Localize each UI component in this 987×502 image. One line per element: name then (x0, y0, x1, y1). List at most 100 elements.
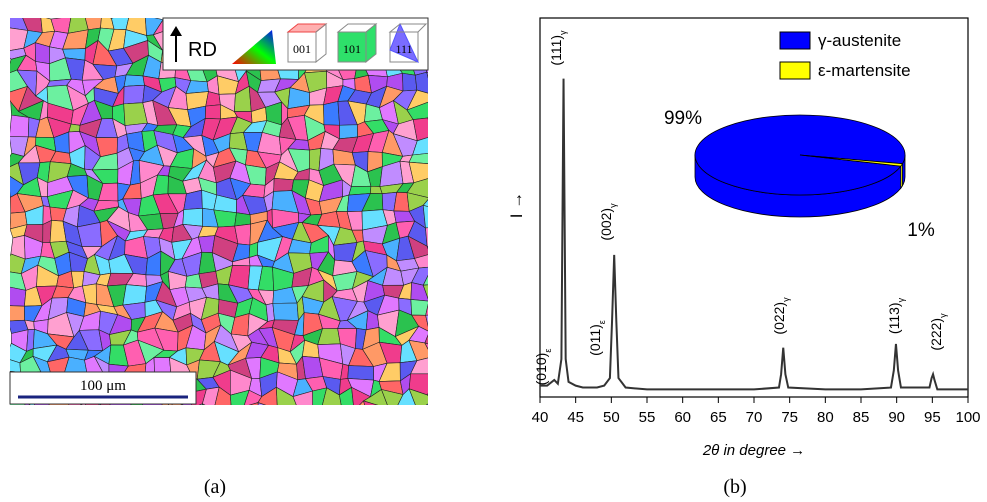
grain (425, 227, 428, 247)
scale-box (9, 371, 197, 405)
grain (277, 406, 298, 425)
peak-label: (022)γ (771, 297, 791, 335)
grain (339, 124, 358, 140)
cube-face (388, 23, 428, 33)
grain (363, 425, 389, 434)
grain (429, 177, 442, 201)
peak-label: (113)γ (886, 297, 906, 334)
scale-label: 100 μm (80, 378, 126, 394)
peak-index: (111) (548, 35, 564, 66)
grain (445, 245, 463, 259)
grain (411, 314, 428, 332)
grain (422, 274, 428, 286)
grain (272, 302, 299, 321)
peak-index: (022) (771, 302, 787, 335)
cube-101: 101 (336, 22, 378, 64)
xrd-chart: 40 45 50 55 60 65 70 75 80 85 90 95 100 2θ in degree … (507, 17, 981, 459)
grain (79, 402, 88, 405)
grain (257, 386, 278, 405)
grain (123, 74, 145, 87)
grain (441, 359, 462, 382)
grain (24, 401, 31, 405)
x-tick-label: 85 (853, 409, 870, 426)
grain (406, 178, 428, 198)
grain (380, 389, 404, 405)
grain (112, 416, 134, 435)
grain (323, 101, 340, 126)
peak-phase: γ (938, 313, 948, 318)
peak-index: (010) (533, 353, 549, 386)
peak-index: (113) (886, 302, 902, 334)
grain (408, 339, 428, 362)
grain (70, 270, 85, 289)
peak-label: (222)γ (928, 313, 948, 351)
grain (397, 388, 416, 405)
cube-001: 001 (286, 22, 328, 64)
peak-phase: γ (781, 297, 791, 302)
peak-phase: γ (558, 30, 568, 35)
grain (248, 402, 259, 405)
peak-phase: γ (896, 297, 906, 302)
grain (10, 401, 26, 405)
peak-label: (002)γ (598, 203, 618, 241)
grain (182, 207, 203, 227)
grain (445, 104, 456, 124)
x-tick-label: 75 (781, 409, 798, 426)
grain (440, 132, 461, 152)
grain (183, 418, 206, 438)
grain (410, 357, 428, 375)
grain (332, 420, 357, 438)
grain (297, 406, 313, 425)
grain (94, 416, 112, 435)
grain (234, 212, 252, 227)
grain (445, 313, 453, 336)
grain (427, 394, 428, 397)
caption: (a) (204, 476, 226, 498)
cube-face (389, 22, 420, 63)
grain (442, 332, 461, 348)
cube-label: 001 (293, 42, 311, 56)
legend-swatch (779, 61, 811, 80)
peak-label: (111)γ (548, 30, 568, 66)
pie-label: 99% (664, 108, 702, 129)
x-tick-label: 80 (817, 409, 834, 426)
peak-index: (011) (587, 324, 603, 356)
grain (198, 403, 203, 405)
pie-slice (799, 154, 904, 167)
x-tick-label: 70 (746, 409, 763, 426)
grain (129, 408, 143, 426)
grain (424, 342, 428, 350)
grain (422, 199, 428, 207)
grain (380, 423, 401, 433)
grain (292, 390, 314, 405)
grain (427, 392, 428, 396)
grain (322, 421, 342, 439)
grain (35, 420, 55, 440)
grain (444, 46, 464, 61)
pie-label: 1% (907, 220, 935, 241)
y-axis-label: I → (507, 192, 526, 218)
x-tick-label: 65 (710, 409, 727, 426)
grain (202, 386, 220, 405)
grain (362, 389, 388, 405)
grain (109, 410, 130, 425)
grain (257, 402, 266, 405)
grain (432, 164, 449, 180)
grain (10, 305, 25, 322)
grain (48, 420, 73, 436)
grain (432, 357, 444, 382)
x-tick-label: 60 (674, 409, 691, 426)
grain (122, 284, 147, 306)
grain (232, 407, 254, 424)
grain (70, 421, 85, 440)
grain (448, 256, 458, 270)
grain (202, 403, 206, 405)
grain (168, 421, 186, 439)
grain (389, 409, 395, 425)
grain (402, 72, 418, 92)
grain (204, 104, 221, 120)
grain (229, 389, 250, 405)
grain (85, 402, 100, 405)
grain (430, 254, 449, 270)
